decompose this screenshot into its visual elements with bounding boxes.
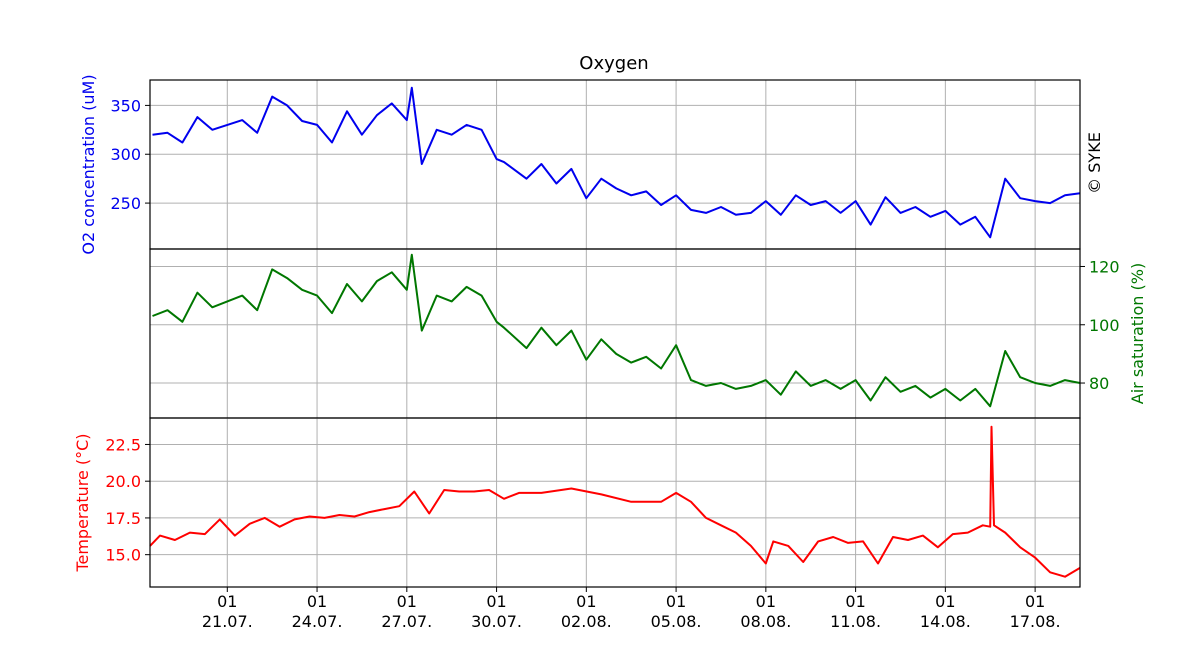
y-tick-label: 22.5 [105,435,141,454]
chart-panels: 250 300 350 O2 concentration (uM) 80 100 120 Ai… [73,74,1147,631]
x-tick-label-hour: 01 [845,592,865,611]
y-tick-label: 350 [110,96,141,115]
y-tick-label: 100 [1089,316,1120,335]
x-tick-label-hour: 01 [397,592,417,611]
x-tick-label-date: 08.08. [740,612,791,631]
y-tick-label: 15.0 [105,546,141,565]
copyright-label: © SYKE [1085,132,1104,194]
y-tick-label: 80 [1089,374,1109,393]
y-tick-label: 17.5 [105,509,141,528]
series-line-o2 [152,86,1081,239]
x-tick-label-hour: 01 [307,592,327,611]
x-tick-label-hour: 01 [756,592,776,611]
chart-title: Oxygen [579,53,648,74]
panel-frame [149,417,1081,588]
x-tick-label-hour: 01 [486,592,506,611]
x-tick-label-hour: 01 [666,592,686,611]
y-tick-label: 250 [110,194,141,213]
x-tick-label-date: 21.07. [202,612,253,631]
x-tick-label-date: 17.08. [1010,612,1061,631]
x-tick-label-hour: 01 [935,592,955,611]
series-line-saturation [152,253,1081,408]
x-tick-label-hour: 01 [1025,592,1045,611]
x-tick-label-date: 14.08. [920,612,971,631]
y-axis-label: Air saturation (%) [1128,263,1147,404]
y-tick-label: 20.0 [105,472,141,491]
x-tick-label-hour: 01 [576,592,596,611]
x-tick-label-date: 02.08. [561,612,612,631]
x-tick-label-hour: 01 [217,592,237,611]
panel-temperature: 15.0 17.5 20.0 22.5 Temperature (°C) [73,417,1081,588]
panel-o2: 250 300 350 O2 concentration (uM) [79,74,1081,255]
panel-saturation: 80 100 120 Air saturation (%) [149,248,1147,419]
y-axis-label: O2 concentration (uM) [79,74,98,254]
x-tick-label-date: 05.08. [651,612,702,631]
x-tick-label-date: 24.07. [292,612,343,631]
y-axis-label: Temperature (°C) [73,433,92,572]
x-tick-label-date: 30.07. [471,612,522,631]
y-tick-label: 300 [110,145,141,164]
x-tick-label-date: 11.08. [830,612,881,631]
series-line-temperature [149,425,1081,578]
y-tick-label: 120 [1089,257,1120,276]
x-tick-label-date: 27.07. [381,612,432,631]
